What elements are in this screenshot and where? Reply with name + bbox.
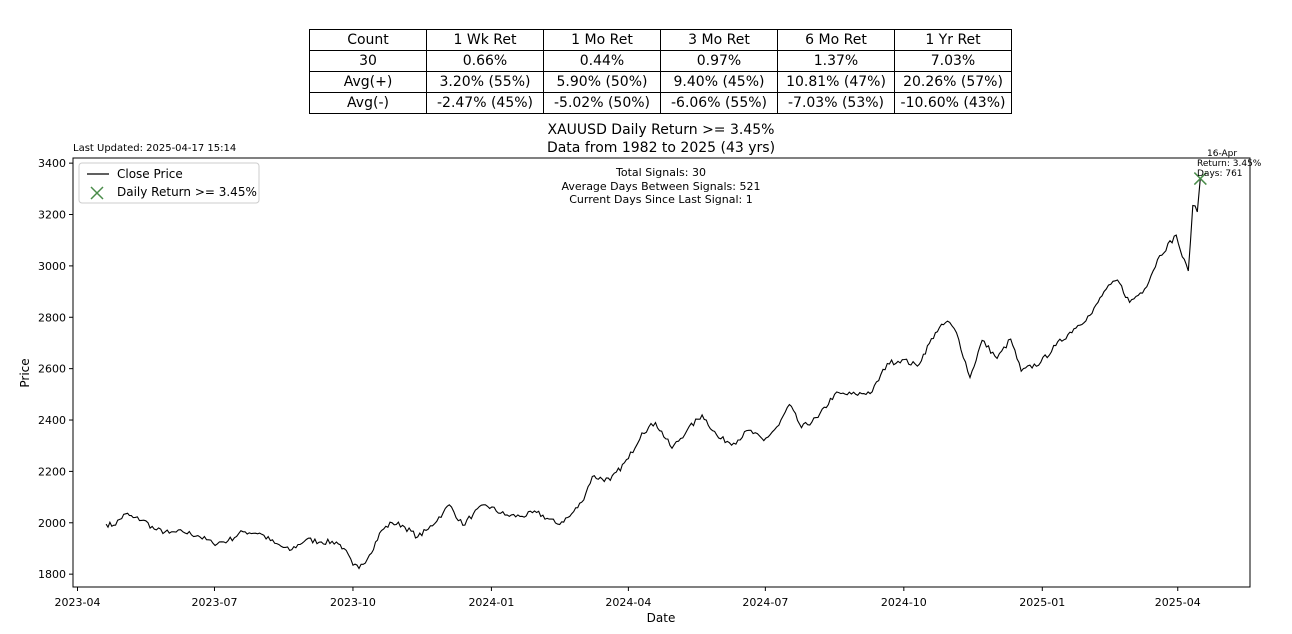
- stats-current-days: Current Days Since Last Signal: 1: [569, 193, 752, 206]
- y-tick-label: 3200: [38, 209, 66, 222]
- y-axis-label: Price: [18, 358, 32, 387]
- chart-subtitle: Data from 1982 to 2025 (43 yrs): [547, 140, 775, 156]
- table-cell: -6.06% (55%): [660, 92, 778, 114]
- x-tick-label: 2023-07: [191, 596, 237, 609]
- table-cell: 9.40% (45%): [660, 71, 778, 93]
- x-axis-label: Date: [647, 611, 676, 625]
- legend-x-marker-icon: [90, 186, 104, 200]
- table-cell: -5.02% (50%): [543, 92, 661, 114]
- chart-title: XAUUSD Daily Return >= 3.45%: [548, 122, 775, 138]
- table-row: Avg(-) -2.47% (45%) -5.02% (50%) -6.06% (55…: [309, 92, 1012, 114]
- plot-frame: [72, 157, 1251, 588]
- y-tick-label: 2000: [38, 517, 66, 530]
- y-tick-label: 2400: [38, 414, 66, 427]
- signal-x-marker: [1193, 172, 1207, 186]
- stats-table: Count 1 Wk Ret 1 Mo Ret 3 Mo Ret 6 Mo Ret 1 Y…: [309, 29, 1012, 114]
- x-tick-label: 2024-07: [742, 596, 788, 609]
- legend-label-close: Close Price: [117, 167, 183, 181]
- signal-annotation: Days: 761: [1197, 169, 1243, 179]
- table-cell: Avg(+): [309, 71, 427, 93]
- close-price-line: [105, 178, 1201, 570]
- signal-annotation: Return: 3.45%: [1197, 159, 1262, 169]
- table-cell: Avg(-): [309, 92, 427, 114]
- x-tick-label: 2024-10: [881, 596, 927, 609]
- x-tick-label: 2023-10: [330, 596, 376, 609]
- last-updated-label: Last Updated: 2025-04-17 15:14: [73, 143, 236, 154]
- stats-average-days: Average Days Between Signals: 521: [562, 180, 761, 193]
- table-cell: 3.20% (55%): [426, 71, 544, 93]
- x-tick-label: 2023-04: [55, 596, 101, 609]
- table-cell: 20.26% (57%): [894, 71, 1012, 93]
- y-tick-label: 2800: [38, 311, 66, 324]
- x-tick-label: 2025-04: [1155, 596, 1201, 609]
- y-tick-label: 2600: [38, 363, 66, 376]
- x-tick-label: 2024-04: [605, 596, 651, 609]
- x-tick-label: 2024-01: [468, 596, 514, 609]
- table-header-row: Count 1 Wk Ret 1 Mo Ret 3 Mo Ret 6 Mo Ret 1 Y…: [309, 29, 1012, 51]
- table-cell: 5.90% (50%): [543, 71, 661, 93]
- table-cell: -2.47% (45%): [426, 92, 544, 114]
- table-row: Avg(+) 3.20% (55%) 5.90% (50%) 9.40% (45%) 1…: [309, 71, 1012, 93]
- x-tick-label: 2025-01: [1019, 596, 1065, 609]
- table-cell: 6 Mo Ret: [777, 29, 895, 51]
- table-cell: -10.60% (43%): [894, 92, 1012, 114]
- y-tick-label: 3400: [38, 157, 66, 170]
- y-tick-label: 1800: [38, 568, 66, 581]
- stats-total-signals: Total Signals: 30: [615, 166, 706, 179]
- y-tick-label: 3000: [38, 260, 66, 273]
- table-cell: 0.97%: [660, 50, 778, 72]
- table-cell: 10.81% (47%): [777, 71, 895, 93]
- y-tick-label: 2200: [38, 465, 66, 478]
- legend: Close Price Daily Return >= 3.45%: [78, 162, 260, 204]
- legend-box: [78, 162, 260, 204]
- legend-label-signal: Daily Return >= 3.45%: [117, 185, 257, 199]
- signal-annotation: 16-Apr: [1207, 149, 1237, 159]
- axes: 1800 2000 2200 2400 2600 2800 3000 3200 3400 2023…: [38, 157, 1201, 609]
